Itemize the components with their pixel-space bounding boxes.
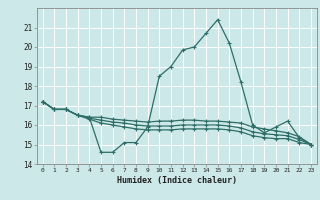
X-axis label: Humidex (Indice chaleur): Humidex (Indice chaleur) bbox=[117, 176, 237, 185]
